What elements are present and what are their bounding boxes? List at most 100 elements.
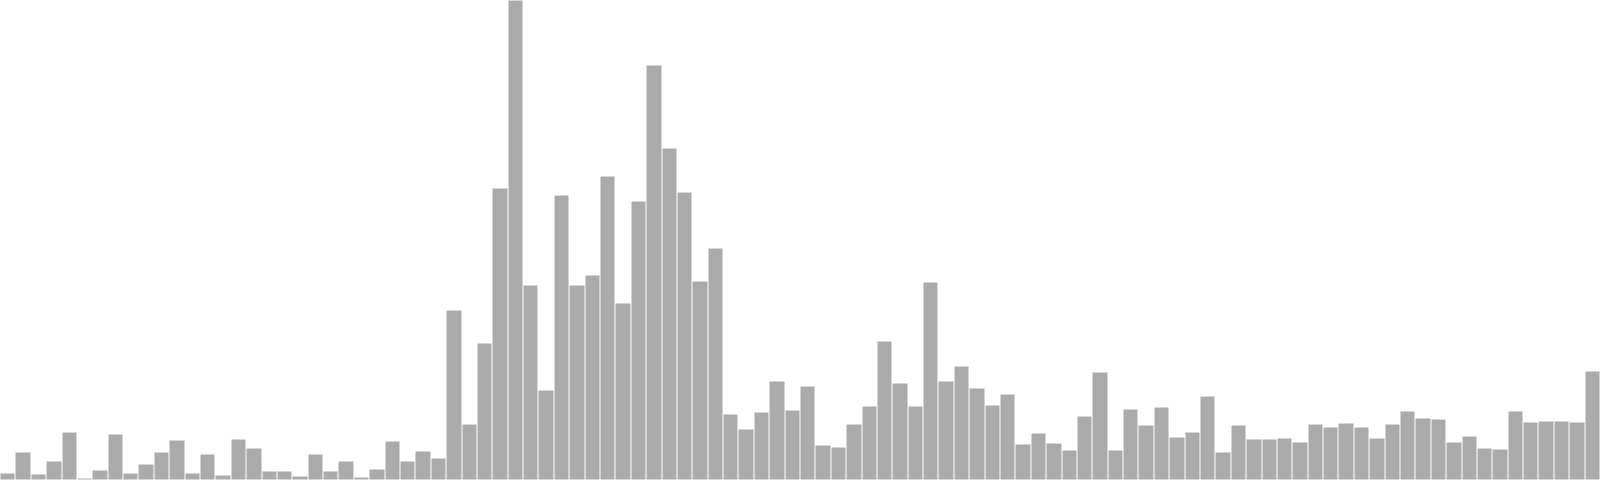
bar-26 [399, 460, 416, 480]
bar-34 [522, 284, 539, 480]
bar-2 [30, 473, 47, 480]
bar-44 [676, 191, 693, 480]
bar-36 [553, 194, 570, 480]
bar-9 [137, 463, 155, 480]
bar-77 [1184, 431, 1201, 480]
bar-69 [1061, 449, 1078, 480]
bar-13 [199, 453, 216, 480]
bar-92 [1414, 417, 1432, 480]
bar-61 [937, 380, 955, 480]
bar-100 [1537, 420, 1555, 480]
bar-1 [14, 451, 32, 480]
bar-21 [322, 470, 339, 480]
bar-75 [1153, 406, 1170, 480]
bar-81 [1245, 438, 1263, 480]
bar-73 [1122, 408, 1139, 480]
bar-103 [1584, 370, 1600, 480]
bar-68 [1045, 442, 1063, 480]
bar-14 [214, 474, 232, 480]
bar-93 [1430, 418, 1447, 480]
bar-65 [999, 393, 1016, 480]
bar-90 [1384, 423, 1401, 480]
bar-19 [291, 475, 309, 480]
bar-87 [1337, 422, 1355, 480]
bar-11 [168, 439, 186, 480]
bar-7 [107, 433, 124, 480]
bar-89 [1368, 437, 1386, 480]
bar-17 [261, 470, 278, 480]
bar-98 [1507, 410, 1524, 480]
bar-30 [461, 423, 478, 480]
bar-76 [1168, 436, 1186, 480]
bar-62 [953, 365, 970, 480]
bar-10 [153, 451, 170, 480]
bar-22 [337, 460, 355, 480]
bar-49 [753, 411, 770, 480]
bar-82 [1261, 438, 1278, 480]
bar-18 [276, 470, 293, 480]
bar-51 [784, 409, 801, 480]
bar-39 [599, 175, 616, 480]
bar-29 [445, 309, 463, 480]
bar-60 [922, 281, 939, 480]
bar-79 [1214, 451, 1232, 480]
bar-85 [1307, 423, 1324, 480]
bar-96 [1476, 447, 1493, 480]
bar-101 [1553, 420, 1570, 480]
bar-12 [184, 472, 201, 480]
bar-91 [1399, 410, 1416, 480]
bar-74 [1137, 424, 1155, 480]
bar-47 [722, 413, 739, 480]
bar-32 [491, 187, 509, 480]
bar-56 [861, 405, 878, 480]
bar-55 [845, 423, 863, 480]
bar-28 [430, 457, 447, 480]
bar-38 [584, 274, 601, 480]
bar-31 [476, 342, 493, 480]
bar-43 [661, 147, 678, 480]
bar-64 [984, 404, 1001, 480]
bar-20 [307, 453, 324, 480]
bar-102 [1568, 421, 1586, 480]
bar-84 [1291, 441, 1309, 480]
bar-45 [691, 280, 709, 480]
bar-83 [1276, 437, 1293, 480]
bar-48 [737, 428, 755, 480]
bar-33 [507, 0, 524, 480]
bar-24 [368, 468, 386, 480]
bar-8 [122, 472, 139, 480]
bar-71 [1091, 371, 1109, 480]
bar-27 [414, 450, 432, 480]
bar-97 [1491, 448, 1509, 480]
bar-53 [814, 444, 832, 480]
bar-46 [707, 247, 724, 480]
bar-0 [0, 472, 16, 480]
bar-57 [876, 340, 893, 480]
bar-78 [1199, 395, 1216, 480]
bar-86 [1322, 426, 1339, 480]
bar-66 [1014, 443, 1032, 480]
bar-95 [1461, 435, 1478, 480]
bar-4 [61, 431, 78, 480]
bar-3 [45, 460, 63, 480]
bar-99 [1522, 421, 1539, 480]
bar-41 [630, 200, 647, 480]
bar-58 [891, 382, 909, 480]
bar-88 [1353, 426, 1370, 480]
bar-67 [1030, 432, 1047, 480]
bar-37 [568, 284, 586, 480]
bar-16 [245, 447, 263, 480]
bar-15 [230, 438, 247, 480]
bar-40 [614, 302, 632, 480]
bar-94 [1445, 441, 1463, 480]
bar-6 [91, 469, 109, 480]
bar-25 [384, 440, 401, 480]
bar-63 [968, 387, 986, 480]
bar-35 [537, 389, 555, 480]
bar-42 [645, 64, 663, 480]
bar-50 [768, 380, 786, 480]
bar-59 [907, 405, 924, 480]
bar-80 [1230, 424, 1247, 480]
